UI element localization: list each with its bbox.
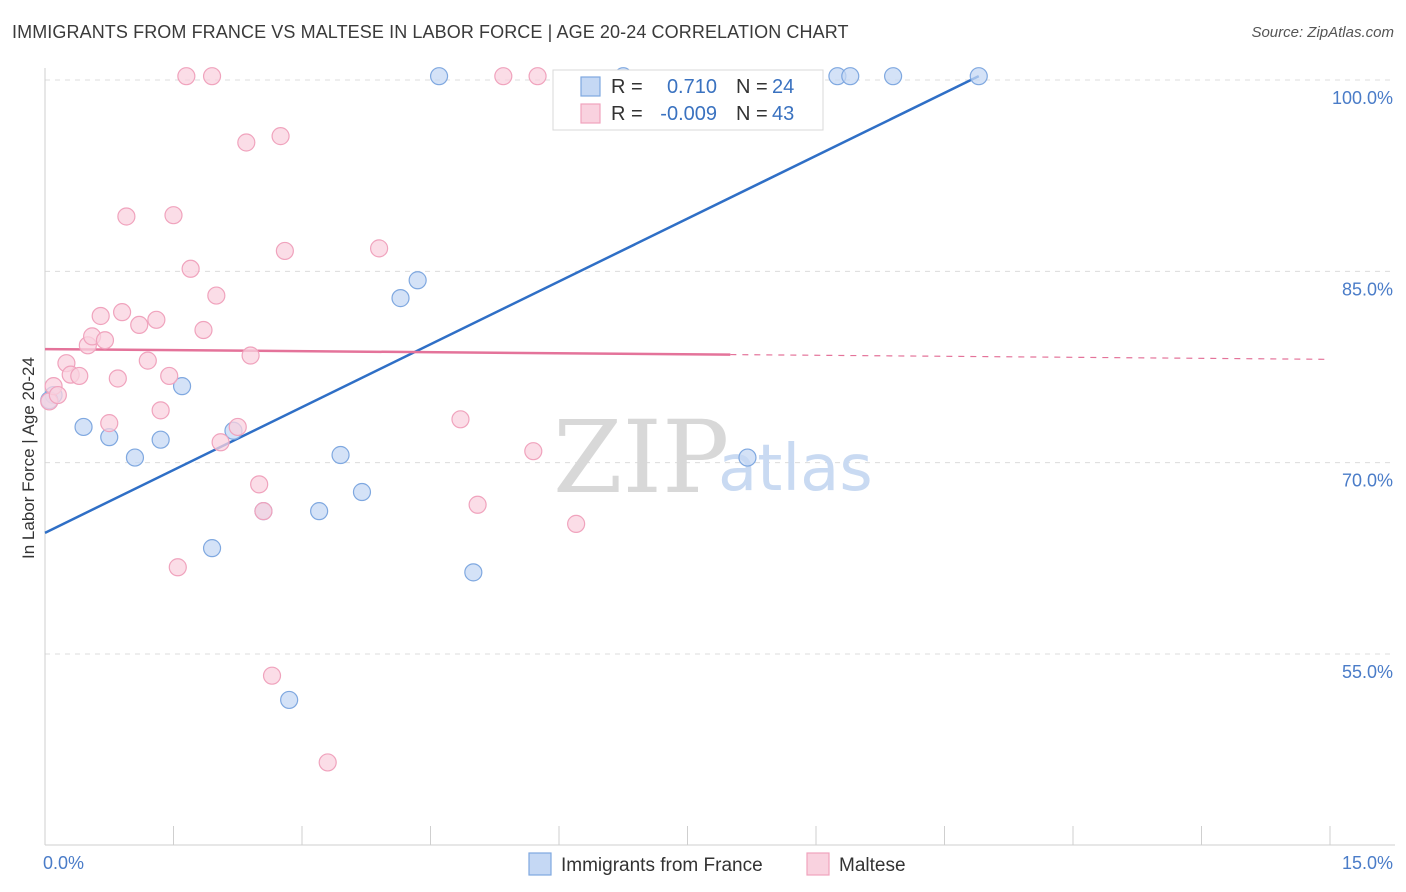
point-maltese — [262, 666, 282, 685]
point-france — [74, 417, 93, 437]
point-maltese — [138, 351, 157, 370]
legend-swatch-france — [580, 76, 601, 97]
point-france — [429, 67, 449, 86]
stats-legend: R = 0.710 N = 24 R = -0.009 N = 43 — [552, 69, 824, 131]
watermark-atlas: atlas — [718, 432, 873, 506]
point-maltese — [151, 401, 170, 420]
point-france — [883, 67, 903, 86]
point-maltese — [567, 514, 586, 533]
point-maltese — [271, 127, 290, 146]
point-maltese — [177, 67, 196, 86]
legend-r-label-1: R = — [611, 76, 643, 98]
point-maltese — [468, 495, 487, 514]
point-maltese — [181, 259, 200, 278]
point-france — [408, 271, 427, 290]
data-points — [40, 67, 988, 772]
axes — [44, 68, 1395, 846]
point-maltese — [91, 306, 110, 326]
point-maltese — [70, 366, 89, 386]
point-maltese — [108, 369, 127, 388]
point-france — [172, 377, 192, 396]
trend-line-maltese-extension — [730, 353, 1331, 360]
point-france — [969, 67, 988, 86]
point-maltese — [275, 241, 294, 261]
point-france — [125, 448, 145, 467]
point-france — [202, 539, 222, 558]
x-tick-label-max: 15.0% — [1342, 853, 1393, 873]
point-maltese — [237, 133, 256, 152]
legend-n-value-1: 24 — [772, 76, 794, 98]
point-maltese — [241, 346, 260, 365]
point-maltese — [228, 417, 247, 437]
y-tick-label: 70.0% — [1342, 471, 1393, 491]
point-maltese — [95, 331, 115, 350]
x-tick-labels: 0.0% 15.0% — [43, 853, 1393, 873]
point-france — [151, 430, 170, 449]
legend-n-label-1: N = — [736, 76, 768, 98]
trend-line-france — [44, 75, 980, 534]
gridlines — [45, 79, 1395, 655]
series-legend: Immigrants from France Maltese — [528, 852, 906, 876]
source-label: Source: ZipAtlas.com — [1251, 24, 1394, 41]
point-maltese — [318, 753, 337, 772]
y-tick-labels: 55.0% 70.0% 85.0% 100.0% — [1332, 88, 1393, 682]
trend-lines — [44, 75, 1331, 534]
y-axis-label: In Labor Force | Age 20-24 — [19, 357, 38, 559]
point-maltese — [160, 366, 179, 386]
y-tick-label: 100.0% — [1332, 88, 1393, 108]
point-maltese — [211, 433, 230, 452]
point-france — [738, 448, 757, 467]
point-maltese — [194, 320, 213, 340]
point-maltese — [130, 315, 149, 335]
watermark-zip: ZIP — [553, 399, 729, 516]
point-maltese — [494, 67, 513, 86]
point-maltese — [207, 286, 226, 305]
point-maltese — [370, 239, 389, 258]
point-maltese — [147, 310, 166, 329]
legend-n-value-2: 43 — [772, 103, 794, 125]
watermark: ZIP atlas — [553, 399, 873, 516]
legend-swatch-maltese — [580, 103, 601, 124]
point-maltese — [112, 303, 132, 322]
legend-r-label-2: R = — [611, 103, 643, 125]
x-tick-label-min: 0.0% — [43, 853, 84, 873]
point-maltese — [528, 67, 547, 86]
point-maltese — [250, 475, 269, 494]
point-france — [841, 67, 860, 86]
point-france — [391, 289, 410, 308]
y-tick-label: 85.0% — [1342, 279, 1393, 299]
point-france — [464, 563, 483, 582]
point-maltese — [117, 207, 136, 226]
trend-line-maltese — [44, 347, 731, 356]
series-legend-label-maltese: Maltese — [839, 855, 906, 876]
point-maltese — [451, 410, 470, 429]
series-legend-swatch-maltese — [806, 852, 830, 876]
point-france — [352, 482, 372, 502]
chart-title: IMMIGRANTS FROM FRANCE VS MALTESE IN LAB… — [12, 22, 849, 42]
point-maltese — [254, 502, 273, 521]
point-maltese — [164, 206, 183, 225]
legend-r-value-1: 0.710 — [667, 76, 717, 98]
point-france — [331, 445, 350, 465]
legend-n-label-2: N = — [736, 103, 768, 125]
point-maltese — [48, 385, 67, 405]
y-tick-label: 55.0% — [1342, 662, 1393, 682]
point-maltese — [202, 67, 222, 86]
point-maltese — [524, 442, 543, 461]
point-france — [310, 502, 329, 521]
series-legend-swatch-france — [528, 852, 552, 876]
legend-r-value-2: -0.009 — [660, 103, 717, 125]
point-maltese — [100, 414, 119, 433]
point-maltese — [168, 558, 187, 577]
point-france — [280, 690, 299, 710]
series-legend-label-france: Immigrants from France — [561, 855, 763, 876]
